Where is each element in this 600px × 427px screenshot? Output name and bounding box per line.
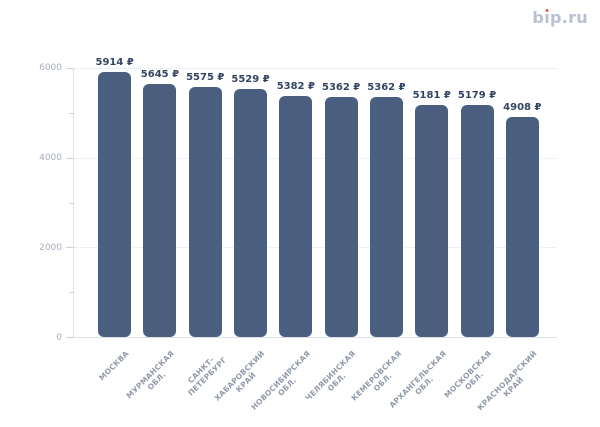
bar-band: 5362 ₽ КЕМЕРОВСКАЯ ОБЛ.: [349, 68, 409, 403]
bar-value-label: 5914 ₽: [95, 56, 134, 68]
y-axis-minor-tick: [69, 112, 74, 114]
x-axis-label: МУРМАНСКАЯ ОБЛ.: [125, 349, 177, 401]
gridline: [74, 157, 557, 159]
logo-letter-i: ı: [544, 8, 550, 27]
y-axis-major-tick: [66, 337, 74, 338]
bar[interactable]: 5575 ₽: [186, 72, 224, 337]
bar[interactable]: 5181 ₽: [413, 90, 451, 337]
y-axis-label: 6000: [39, 63, 62, 73]
y-axis-label: 0: [56, 333, 62, 343]
bar-value-label: 5645 ₽: [140, 68, 180, 80]
site-logo[interactable]: bı p.ru: [532, 8, 588, 27]
bar-band: 5645 ₽ МУРМАНСКАЯ ОБЛ.: [125, 68, 182, 400]
bar-value-label: 5575 ₽: [186, 72, 225, 84]
gridline: [74, 247, 557, 249]
bar-band: 5362 ₽ ЧЕЛЯБИНСКАЯ ОБЛ.: [304, 68, 363, 403]
bar-band: 5181 ₽ АРХАНГЕЛЬСКАЯ ОБЛ.: [387, 68, 454, 410]
bar-value-label: 5529 ₽: [231, 74, 270, 86]
bar-band: 5914 ₽ МОСКВА: [92, 57, 137, 383]
bar[interactable]: 5179 ₽: [458, 90, 496, 337]
bar[interactable]: 5362 ₽: [322, 82, 360, 337]
y-axis-label: 4000: [39, 153, 62, 163]
bars-container: 5914 ₽ МОСКВА 5645 ₽ МУРМАНСКАЯ ОБЛ. 5575 ₽ С…: [74, 57, 557, 412]
bar-band: 5179 ₽ МОСКОВСКАЯ ОБЛ.: [443, 68, 499, 400]
bar[interactable]: 5382 ₽: [277, 81, 315, 337]
bar-band: 5382 ₽ НОВОСИБИРСКАЯ ОБЛ.: [249, 68, 318, 412]
y-axis-minor-tick: [69, 202, 74, 204]
bar-band: 5575 ₽ САНКТ- ПЕТЕРБУРГ: [183, 68, 229, 398]
bar-value-label: 5382 ₽: [276, 80, 315, 92]
bar-band: 4908 ₽ КРАСНОДАРСКИЙ КРАЙ: [476, 68, 545, 412]
bar-value-label: 5362 ₽: [367, 81, 406, 93]
y-axis-major-tick: [66, 68, 74, 69]
bar[interactable]: 4908 ₽: [503, 102, 541, 337]
bar-band: 5529 ₽ ХАБАРОВСКИЙ КРАЙ: [213, 68, 273, 403]
logo-red-dot: [545, 9, 549, 12]
gridline: [74, 68, 557, 69]
plot-area: 5914 ₽ МОСКВА 5645 ₽ МУРМАНСКАЯ ОБЛ. 5575 ₽ С…: [66, 57, 557, 412]
bar-value-label: 4908 ₽: [503, 101, 542, 113]
x-axis-label: МОСКВА: [97, 349, 132, 383]
y-axis-major-tick: [66, 157, 74, 159]
bar-value-label: 5362 ₽: [321, 81, 361, 93]
bar-value-label: 5179 ₽: [457, 89, 497, 101]
bar[interactable]: 5529 ₽: [231, 74, 270, 337]
bar[interactable]: 5362 ₽: [367, 82, 406, 337]
bar[interactable]: 5645 ₽: [141, 69, 179, 337]
y-axis: 0 2000 4000 6000: [0, 63, 62, 343]
y-axis-major-tick: [66, 247, 74, 249]
y-axis-minor-tick: [69, 292, 74, 294]
bar[interactable]: 5914 ₽: [96, 57, 134, 337]
y-axis-label: 2000: [39, 243, 62, 253]
bar-value-label: 5181 ₽: [412, 89, 451, 101]
